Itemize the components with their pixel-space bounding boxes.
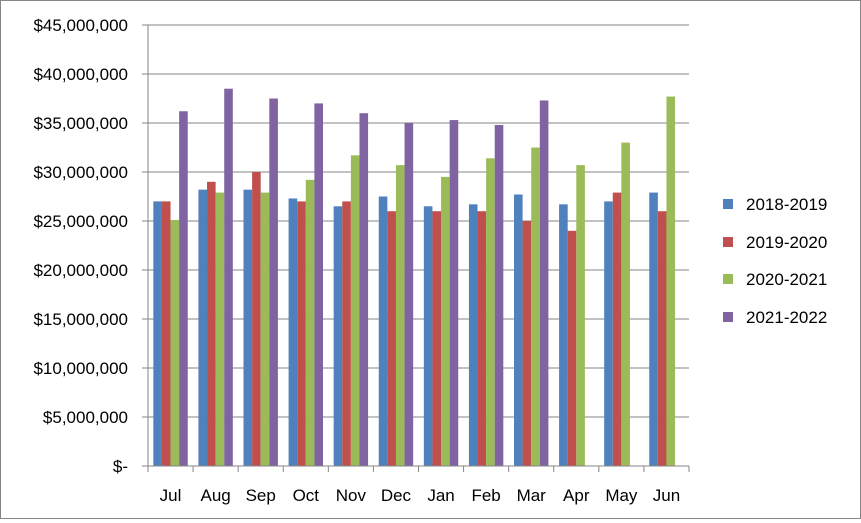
x-tick-label-jan: Jan [427, 486, 454, 505]
bar-2019-2020-Jan [432, 211, 442, 466]
bar-2020-2021-Apr [576, 165, 585, 466]
y-tick-label: $45,000,000 [33, 16, 128, 35]
bar-2018-2019-Apr [559, 204, 568, 466]
bar-2020-2021-Sep [260, 192, 270, 466]
y-tick-label: $25,000,000 [33, 212, 128, 231]
x-tick-label-may: May [605, 486, 638, 505]
x-tick-label-apr: Apr [563, 486, 590, 505]
bars [153, 88, 676, 467]
bar-2020-2021-May [621, 142, 630, 466]
axes [142, 24, 690, 472]
legend-label-2021-2022: 2021-2022 [746, 308, 827, 327]
bar-2021-2022-Mar [539, 100, 549, 467]
bar-2020-2021-Aug [215, 192, 225, 466]
bar-2021-2022-Oct [314, 103, 323, 467]
x-tick-label-aug: Aug [201, 486, 231, 505]
x-tick-label-sep: Sep [246, 486, 276, 505]
bar-2019-2020-Jul [161, 201, 171, 466]
bar-2018-2019-Oct [288, 198, 298, 466]
bar-2019-2020-Nov [342, 201, 351, 466]
y-tick-label: $35,000,000 [33, 114, 128, 133]
bar-2018-2019-Feb [468, 204, 478, 466]
bar-2019-2020-Sep [252, 172, 261, 466]
x-tick-label-oct: Oct [293, 486, 320, 505]
bar-2018-2019-Jun [649, 192, 658, 466]
bar-2018-2019-Dec [378, 196, 388, 466]
bar-2020-2021-Jul [170, 220, 180, 466]
bar-2018-2019-Jul [153, 201, 162, 466]
bar-2020-2021-Jun [666, 96, 676, 466]
x-tick-label-nov: Nov [336, 486, 367, 505]
bar-2018-2019-Mar [514, 194, 523, 467]
y-tick-label: $5,000,000 [43, 408, 128, 427]
legend-label-2018-2019: 2018-2019 [746, 195, 827, 214]
x-axis-tick-labels: Jul Aug Sep Oct Nov Dec Jan Feb Mar Apr May Jun [160, 486, 680, 505]
bar-2021-2022-Aug [224, 88, 233, 466]
legend-swatch-2019-2020 [723, 237, 733, 247]
y-axis-tick-labels: $- $5,000,000 $10,000,000 $15,000,000 $20,00… [33, 16, 128, 476]
bar-2021-2022-Dec [404, 123, 414, 466]
x-tick-label-jun: Jun [653, 486, 680, 505]
legend: 2018-2019 2019-2020 2020-2021 2021-2022 [723, 195, 827, 327]
bar-2021-2022-Nov [359, 113, 369, 466]
bar-2019-2020-Apr [567, 230, 577, 466]
y-tick-label: $10,000,000 [33, 359, 128, 378]
bar-2018-2019-Aug [198, 189, 208, 466]
bar-2021-2022-Jul [179, 111, 188, 467]
bar-2019-2020-Mar [522, 221, 532, 466]
bar-2019-2020-Dec [387, 211, 396, 466]
bar-2019-2020-Aug [207, 181, 216, 467]
bar-2020-2021-Feb [486, 158, 495, 466]
y-tick-label: $- [113, 457, 128, 476]
bar-2019-2020-Feb [477, 211, 487, 466]
bar-2021-2022-Feb [494, 124, 504, 467]
bar-2020-2021-Jan [441, 176, 450, 466]
bar-2020-2021-Nov [350, 155, 360, 466]
x-tick-label-jul: Jul [160, 486, 182, 505]
bar-2019-2020-Oct [297, 201, 306, 466]
legend-swatch-2021-2022 [723, 312, 733, 322]
bar-2020-2021-Dec [395, 165, 405, 466]
legend-label-2020-2021: 2020-2021 [746, 270, 827, 289]
bar-2020-2021-Oct [305, 179, 315, 466]
bar-2021-2022-Jan [449, 120, 459, 466]
bar-2020-2021-Mar [531, 147, 540, 466]
x-tick-label-feb: Feb [471, 486, 500, 505]
x-tick-label-mar: Mar [517, 486, 547, 505]
bar-2019-2020-May [612, 192, 622, 466]
y-tick-label: $20,000,000 [33, 261, 128, 280]
bar-2018-2019-Sep [243, 189, 253, 466]
x-tick-label-dec: Dec [381, 486, 412, 505]
legend-swatch-2020-2021 [723, 274, 733, 284]
gridlines [148, 24, 689, 418]
bar-2018-2019-Nov [333, 206, 343, 467]
legend-label-2019-2020: 2019-2020 [746, 233, 827, 252]
bar-2021-2022-Sep [269, 98, 278, 466]
bar-2018-2019-May [604, 201, 613, 466]
bar-2019-2020-Jun [657, 211, 667, 466]
legend-swatch-2018-2019 [723, 199, 733, 209]
y-tick-label: $40,000,000 [33, 65, 128, 84]
y-tick-label: $30,000,000 [33, 163, 128, 182]
y-tick-label: $15,000,000 [33, 310, 128, 329]
bar-2018-2019-Jan [423, 206, 433, 467]
